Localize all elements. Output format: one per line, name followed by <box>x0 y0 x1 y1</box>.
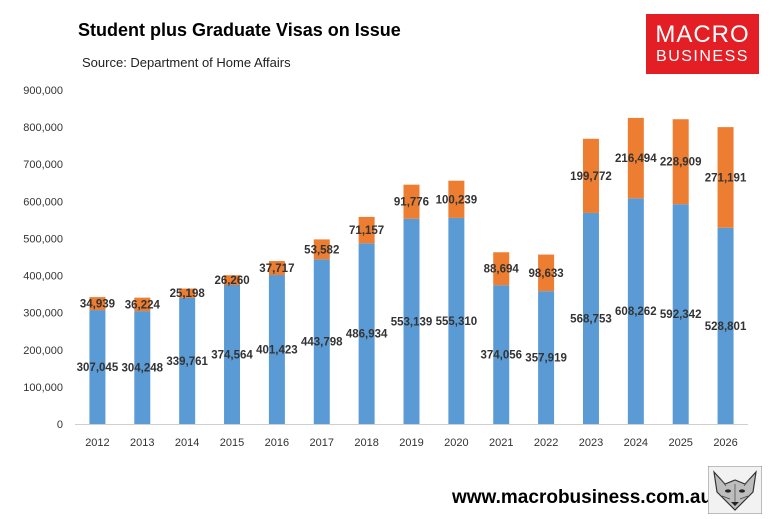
bar-segment-top <box>179 288 196 298</box>
data-label-top: 199,772 <box>570 171 612 183</box>
bar-segment-top <box>493 252 510 286</box>
x-tick-label: 2021 <box>489 437 513 449</box>
data-label-base: 443,798 <box>301 337 343 349</box>
data-label-base: 307,045 <box>77 362 119 374</box>
bar-segment-base <box>717 227 734 424</box>
x-tick-label: 2017 <box>310 437 334 449</box>
y-tick-label: 500,000 <box>23 233 63 245</box>
data-label-top: 37,717 <box>259 263 294 275</box>
x-tick-label: 2022 <box>534 437 558 449</box>
data-label-top: 71,157 <box>349 225 384 237</box>
bar-segment-base <box>403 218 420 424</box>
bar-segment-base <box>268 275 285 424</box>
data-label-base: 339,761 <box>166 356 208 368</box>
bar-segment-top <box>538 254 555 292</box>
bar-segment-base <box>134 311 151 424</box>
y-tick-label: 900,000 <box>23 85 63 97</box>
x-tick-label: 2026 <box>713 437 737 449</box>
chart-subtitle: Source: Department of Home Affairs <box>82 55 291 70</box>
x-tick-label: 2025 <box>668 437 692 449</box>
bar-segment-base <box>89 310 106 424</box>
data-label-top: 26,260 <box>214 275 249 287</box>
data-label-top: 36,224 <box>125 299 161 311</box>
bar-segment-top <box>89 297 106 311</box>
wolf-icon <box>708 466 762 514</box>
bar-segment-base <box>448 217 465 424</box>
x-tick-label: 2012 <box>85 437 109 449</box>
x-tick-label: 2020 <box>444 437 468 449</box>
bar-segment-top <box>134 297 151 312</box>
website-url: www.macrobusiness.com.au <box>452 487 713 508</box>
y-tick-label: 300,000 <box>23 308 63 320</box>
data-label-base: 401,423 <box>256 345 298 357</box>
bar-segment-base <box>179 297 196 424</box>
data-label-base: 486,934 <box>346 329 388 341</box>
bar-segment-top <box>268 261 285 276</box>
y-tick-label: 400,000 <box>23 271 63 283</box>
data-label-top: 216,494 <box>615 153 657 165</box>
bar-segment-top <box>358 216 375 244</box>
data-label-base: 553,139 <box>391 316 433 328</box>
bar-segment-base <box>672 204 689 424</box>
x-tick-label: 2013 <box>130 437 154 449</box>
x-tick-label: 2018 <box>354 437 378 449</box>
data-label-top: 271,191 <box>705 172 747 184</box>
bar-segment-top <box>448 180 465 218</box>
data-label-top: 25,198 <box>170 288 206 300</box>
y-tick-label: 800,000 <box>23 122 63 134</box>
bar-segment-base <box>358 243 375 424</box>
bar-segment-top <box>627 117 644 199</box>
data-label-base: 592,342 <box>660 309 702 321</box>
bar-segment-base <box>224 284 241 424</box>
x-tick-label: 2019 <box>399 437 423 449</box>
y-tick-label: 0 <box>57 419 63 431</box>
bar-segment-base <box>582 212 599 424</box>
data-label-base: 608,262 <box>615 306 657 318</box>
chart-title: Student plus Graduate Visas on Issue <box>78 20 401 40</box>
bar-segment-base <box>538 291 555 424</box>
x-tick-label: 2023 <box>579 437 603 449</box>
data-label-base: 568,753 <box>570 313 612 325</box>
bar-segment-top <box>717 127 734 228</box>
data-label-top: 91,776 <box>394 197 429 209</box>
x-tick-label: 2024 <box>624 437 648 449</box>
data-label-base: 555,310 <box>436 316 478 328</box>
y-tick-label: 100,000 <box>23 382 63 394</box>
data-label-base: 304,248 <box>122 363 164 375</box>
bar-segment-base <box>493 285 510 424</box>
bar-segment-top <box>403 184 420 219</box>
data-label-base: 357,919 <box>525 353 567 365</box>
y-tick-label: 200,000 <box>23 345 63 357</box>
bar-segment-top <box>672 119 689 205</box>
data-label-top: 228,909 <box>660 157 702 169</box>
y-tick-label: 600,000 <box>23 196 63 208</box>
bar-segment-base <box>627 198 644 424</box>
data-label-top: 53,582 <box>304 244 339 256</box>
bar-segment-top <box>224 275 241 285</box>
logo-line2: BUSINESS <box>656 48 749 65</box>
macrobusiness-logo: MACRO BUSINESS <box>646 14 759 74</box>
y-tick-label: 700,000 <box>23 159 63 171</box>
data-label-top: 88,694 <box>484 264 520 276</box>
data-label-top: 100,239 <box>436 194 478 206</box>
logo-line1: MACRO <box>655 21 750 48</box>
bar-segment-top <box>313 239 330 260</box>
x-tick-label: 2015 <box>220 437 244 449</box>
data-label-base: 528,801 <box>705 321 747 333</box>
bar-segment-top <box>582 138 599 213</box>
data-label-base: 374,564 <box>211 349 253 361</box>
x-tick-label: 2014 <box>175 437 199 449</box>
x-tick-label: 2016 <box>265 437 289 449</box>
data-label-top: 34,939 <box>80 299 115 311</box>
bar-segment-base <box>313 259 330 424</box>
data-label-top: 98,633 <box>529 268 564 280</box>
data-label-base: 374,056 <box>480 350 522 362</box>
